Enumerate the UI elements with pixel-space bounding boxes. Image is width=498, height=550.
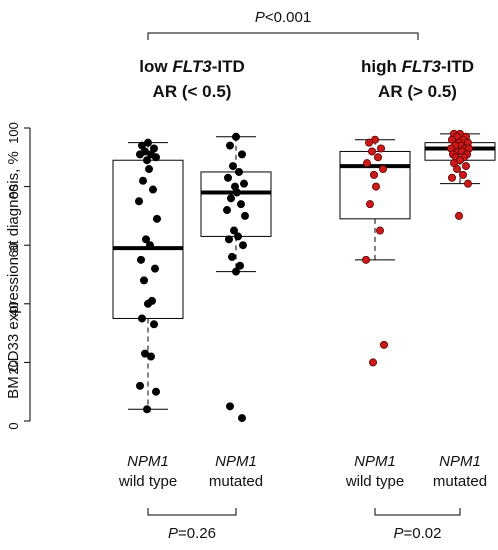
data-point [368,358,377,367]
data-point [379,340,388,349]
data-point [238,241,247,250]
data-point [224,235,233,244]
data-point [135,381,144,390]
box-1-1 [112,138,184,414]
data-point [454,211,463,220]
group-p-value: P=0.02 [394,525,442,542]
data-point [365,200,374,209]
data-point [461,162,470,171]
group-subtitle: AR (< 0.5) [153,82,232,101]
group-p-value: P=0.26 [168,525,216,542]
data-point [225,402,234,411]
data-point [463,179,472,188]
data-point [361,255,370,264]
data-point [142,405,151,414]
data-point [236,200,245,209]
data-point [143,299,152,308]
group-subtitle: AR (> 0.5) [378,82,457,101]
category-label-gene: NPM1 [439,453,481,470]
group-bracket [147,508,237,516]
data-point [232,188,241,197]
data-point [141,235,150,244]
data-point [139,276,148,285]
box-2-1 [339,135,411,367]
data-point [146,352,155,361]
data-point [233,232,242,241]
y-tick-label: 20 [6,360,21,374]
data-point [371,182,380,191]
data-point [234,167,243,176]
y-tick-label: 0 [6,422,21,429]
category-label-status: wild type [118,473,177,490]
data-point [447,173,456,182]
data-point [227,252,236,261]
data-point [222,206,231,215]
data-point [364,138,373,147]
data-point [375,226,384,235]
group-title: low FLT3-ITD [139,57,244,76]
box-2-2 [424,129,496,220]
data-point [237,150,246,159]
data-point [237,414,246,423]
group-title: high FLT3-ITD [361,57,474,76]
data-point [152,214,161,223]
y-tick-label: 80 [6,184,21,198]
data-point [228,162,237,171]
data-point [226,194,235,203]
data-point [378,165,387,174]
iqr-box [200,171,272,237]
data-point [151,153,160,162]
data-point [150,264,159,273]
data-point [134,197,143,206]
box-1-2 [200,132,272,423]
data-point [373,153,382,162]
data-point [137,314,146,323]
data-point [362,159,371,168]
data-point [225,141,234,150]
category-label-status: mutated [433,473,487,490]
data-point [239,179,248,188]
data-point [135,150,144,159]
data-point [142,156,151,165]
data-point [376,144,385,153]
y-axis-label: BM CD33 expression at diagnosis, % [5,151,22,399]
category-label-gene: NPM1 [215,453,257,470]
data-point [452,165,461,174]
data-point [223,173,232,182]
category-label-gene: NPM1 [354,453,396,470]
data-point [231,132,240,141]
category-label-status: mutated [209,473,263,490]
data-point [151,387,160,396]
data-point [231,267,240,276]
data-point [144,165,153,174]
data-point [136,255,145,264]
overall-bracket [147,32,419,40]
data-point [145,241,154,250]
data-point [240,211,249,220]
data-point [458,170,467,179]
y-tick-label: 40 [6,302,21,316]
category-label-status: wild type [345,473,404,490]
data-point [235,261,244,270]
y-tick-label: 100 [6,122,21,144]
data-point [149,320,158,329]
data-point [138,176,147,185]
data-point [367,147,376,156]
y-tick-label: 60 [6,243,21,257]
data-point [369,170,378,179]
category-label-gene: NPM1 [127,453,169,470]
data-point [148,185,157,194]
group-bracket [374,508,461,516]
data-point [229,226,238,235]
overall-p-value: P<0.001 [255,9,311,26]
